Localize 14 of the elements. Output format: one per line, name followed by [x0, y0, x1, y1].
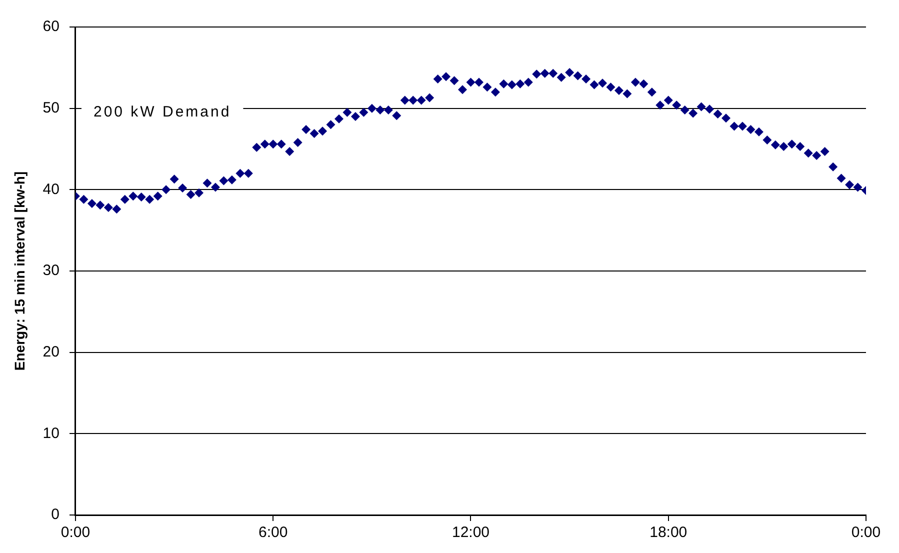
x-tick-label: 0:00	[60, 524, 90, 542]
y-tick-label: 30	[42, 262, 60, 280]
y-tick-label: 40	[42, 180, 60, 198]
y-tick-label: 20	[42, 343, 60, 360]
y-tick-label: 60	[42, 18, 60, 36]
x-tick-label: 0:00	[851, 524, 881, 542]
y-tick-label: 10	[42, 424, 60, 442]
x-tick-label: 18:00	[650, 524, 688, 542]
y-tick-label: 0	[51, 506, 60, 524]
x-tick-label: 6:00	[258, 524, 288, 542]
y-tick-label: 50	[42, 99, 60, 116]
x-tick-label: 12:00	[452, 524, 490, 542]
y-axis-title: Energy: 15 min interval [kw-h]	[11, 171, 28, 371]
annotation: 200 kW Demand	[93, 103, 232, 120]
